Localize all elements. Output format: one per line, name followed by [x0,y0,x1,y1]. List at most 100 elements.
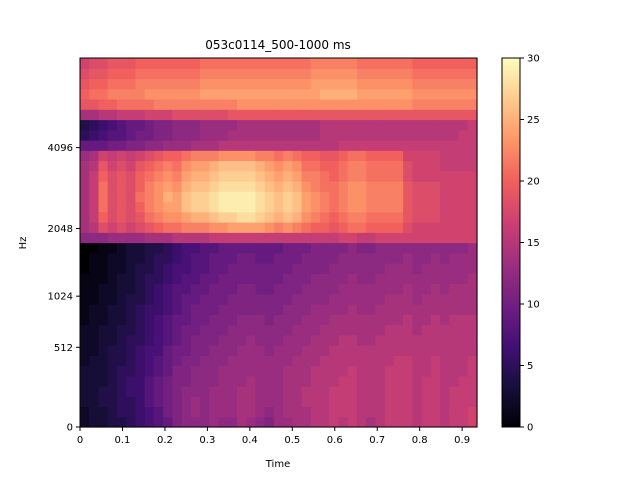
heatmap-cell [144,252,155,264]
heatmap-cell [227,283,238,295]
heatmap-cell [218,109,229,121]
heatmap-cell [200,232,210,244]
heatmap-cell [458,416,469,428]
heatmap-cell [172,222,183,233]
heatmap-cell [403,263,413,274]
heatmap-cell [89,355,100,367]
heatmap-cell [356,273,367,285]
heatmap-cell [356,99,367,110]
heatmap-cell [329,140,340,151]
heatmap-cell [384,334,395,346]
heatmap-cell [375,386,386,397]
heatmap-cell [375,304,386,315]
heatmap-cell [246,150,257,162]
heatmap-cell [292,355,303,367]
heatmap-cell [458,160,469,172]
heatmap-cell [347,119,358,131]
heatmap-cell [172,170,183,182]
heatmap-cell [98,109,109,121]
heatmap-cell [116,211,127,223]
heatmap-cell [467,304,478,315]
heatmap-cell [467,365,478,377]
heatmap-cell [421,119,432,131]
heatmap-cell [246,129,257,141]
heatmap-cell [246,314,257,326]
heatmap-cell [458,252,469,264]
heatmap-cell [458,129,469,141]
heatmap-cell [116,232,127,244]
heatmap-cell [144,416,155,428]
heatmap-cell [107,324,118,336]
heatmap-cell [264,129,275,141]
heatmap-cell [366,386,377,397]
heatmap-cell [190,78,201,90]
heatmap-cell [209,252,220,264]
heatmap-cell [310,201,321,213]
heatmap-cell [430,416,441,428]
heatmap-cell [301,334,312,346]
heatmap-cell [200,201,210,213]
heatmap-cell [384,140,395,151]
heatmap-cell [310,355,321,367]
x-tick-label: 0.7 [369,435,385,446]
heatmap-cell [449,406,460,418]
heatmap-cell [264,345,275,356]
x-tick-label: 0.1 [115,435,131,446]
heatmap-cell [98,406,109,418]
heatmap-cell [116,129,127,141]
heatmap-cell [89,140,100,151]
heatmap-cell [135,293,146,305]
heatmap-cell [320,78,330,90]
heatmap-cell [393,263,404,274]
heatmap-cell [227,232,238,244]
heatmap-cell [153,58,164,69]
heatmap-cell [98,386,109,397]
heatmap-cell [126,119,136,131]
heatmap-cell [227,181,238,192]
heatmap-cell [236,170,247,182]
heatmap-cell [440,314,450,326]
heatmap-cell [236,345,247,356]
heatmap-cell [98,58,109,69]
heatmap-cell [366,416,377,428]
heatmap-cell [458,109,469,121]
heatmap-cell [310,99,321,110]
heatmap-cell [135,201,146,213]
heatmap-cell [80,242,90,254]
heatmap-cell [98,283,109,295]
heatmap-cell [292,252,303,264]
heatmap-cell [440,170,450,182]
heatmap-cell [126,140,136,151]
heatmap-cell [301,88,312,100]
heatmap-cell [356,170,367,182]
heatmap-cell [430,283,441,295]
heatmap-cell [366,232,377,244]
heatmap-cell [181,181,192,192]
heatmap-cell [467,58,478,69]
heatmap-cell [135,263,146,274]
heatmap-cell [320,211,330,223]
heatmap-cell [98,150,109,162]
heatmap-cell [356,355,367,367]
heatmap-cell [163,273,173,285]
heatmap-cell [356,263,367,274]
heatmap-cell [467,150,478,162]
heatmap-cell [209,201,220,213]
heatmap-cell [440,416,450,428]
heatmap-cell [366,375,377,387]
heatmap-cell [320,68,330,80]
heatmap-cell [181,283,192,295]
heatmap-cell [126,396,136,408]
heatmap-cell [190,170,201,182]
heatmap-cell [89,58,100,69]
heatmap-cell [375,170,386,182]
heatmap-cell [338,119,349,131]
heatmap-cell [292,375,303,387]
heatmap-cell [190,263,201,274]
heatmap-cell [181,273,192,285]
heatmap-cell [98,232,109,244]
heatmap-cell [430,293,441,305]
heatmap-cell [153,160,164,172]
heatmap-cell [107,78,118,90]
heatmap-cell [218,119,229,131]
